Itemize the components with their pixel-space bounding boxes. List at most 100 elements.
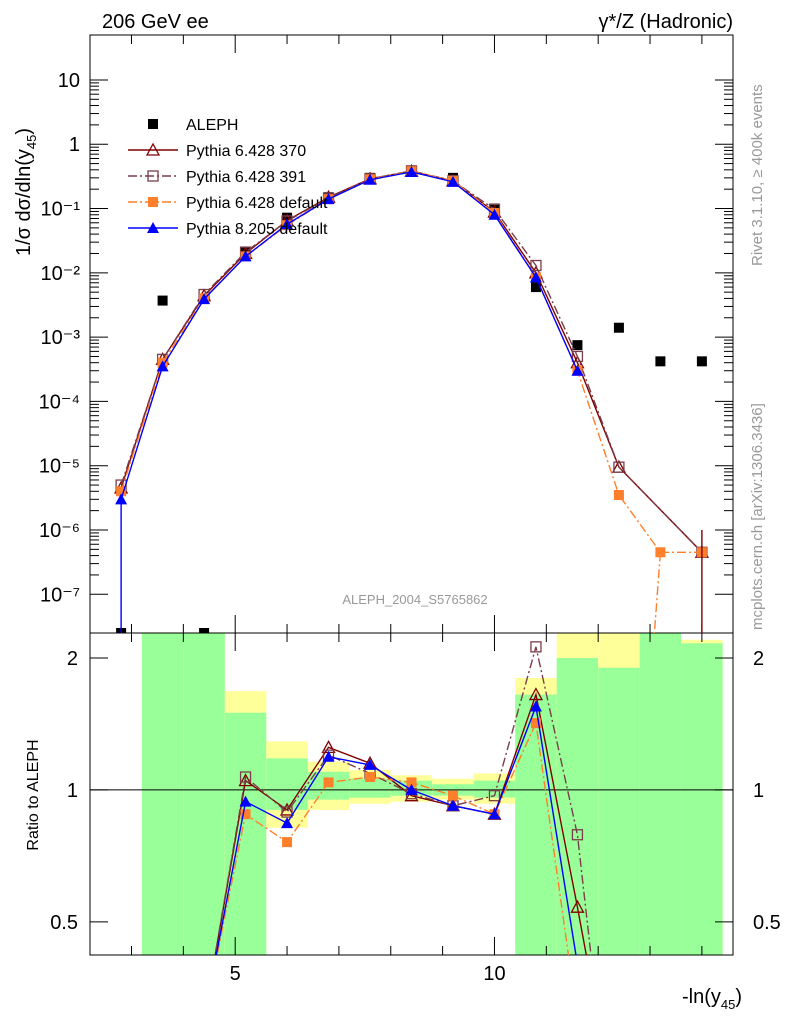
- main-point-0-11: [572, 340, 583, 351]
- ratio-ytick-label-0: 0.5: [50, 912, 78, 934]
- ratio-point-3-8: [529, 700, 542, 712]
- ratio-point-2-1: [240, 809, 251, 820]
- ratio-series-2: [216, 718, 570, 955]
- main-point-4-3: [239, 250, 252, 262]
- band-green-1: [183, 633, 225, 955]
- ratio-point-1-7: [488, 790, 501, 802]
- ratio-point-3-6: [446, 799, 459, 811]
- ratio-point-1-1: [239, 771, 252, 783]
- side-label-top: Rivet 3.1.10, ≥ 400k events: [749, 84, 766, 266]
- ratio-point-2-4: [365, 771, 376, 782]
- main-drop-lines: [120, 499, 703, 633]
- ratio-xtick-label-1: 10: [483, 963, 505, 985]
- ratio-point-0-9: [570, 899, 585, 913]
- main-point-0-13: [655, 356, 666, 367]
- ratio-point-3-2: [281, 817, 294, 829]
- ratio-frame: [89, 632, 734, 956]
- band-green-3: [266, 758, 308, 810]
- main-point-0-2: [199, 628, 210, 633]
- main-point-3-12: [613, 490, 624, 501]
- ratio-point-3-4: [364, 758, 377, 770]
- ratio-series-3: [215, 700, 577, 955]
- main-ytick-label-6: 10⁻¹: [41, 199, 81, 221]
- legend-marker-3: [148, 197, 158, 207]
- header-right: γ*/Z (Hadronic): [599, 11, 733, 33]
- main-ytick-label-8: 10: [58, 70, 80, 92]
- legend-marker-4: [147, 222, 159, 233]
- band-green-11: [598, 667, 640, 955]
- main-point-0-10: [530, 282, 541, 293]
- main-ytick-label-7: 1: [69, 134, 80, 156]
- legend-marker-0: [148, 119, 158, 129]
- band-green-0: [141, 633, 184, 955]
- ratio-point-2-6: [447, 790, 458, 801]
- ratio-series: [214, 641, 592, 955]
- ratio-bands: [141, 633, 723, 955]
- main-ytick-label-4: 10⁻³: [41, 327, 81, 349]
- ratio-point-3-5: [405, 783, 418, 795]
- main-point-0-4: [282, 212, 293, 223]
- main-ytick-label-5: 10⁻²: [41, 263, 81, 285]
- legend-label-2: Pythia 6.428 391: [186, 169, 306, 186]
- main-point-0-12: [613, 322, 624, 333]
- main-point-4-1: [156, 360, 169, 372]
- ratio-ytick-label-right-2: 2: [753, 648, 764, 670]
- main-point-4-0: [115, 493, 128, 505]
- main-ytick-label-2: 10⁻⁵: [39, 456, 80, 478]
- main-series-4: [115, 165, 584, 505]
- main-ytick-label-1: 10⁻⁶: [39, 520, 80, 542]
- main-drop-orange: [653, 552, 662, 633]
- main-point-4-7: [405, 165, 418, 177]
- main-point-4-5: [322, 193, 335, 205]
- legend-entry-0: ALEPH: [148, 117, 238, 134]
- ratio-ytick-label-right-0: 0.5: [753, 912, 781, 934]
- ratio-xlabel: -ln(y45): [682, 986, 742, 1012]
- ratio-point-1-9: [571, 829, 584, 841]
- ratio-ytick-label-1: 1: [67, 780, 78, 802]
- legend-entry-1: Pythia 6.428 370: [128, 142, 306, 160]
- band-green-5: [349, 778, 391, 798]
- ratio-point-3-3: [322, 750, 335, 762]
- legend-marker-2: [147, 170, 159, 182]
- ratio-line-0: [214, 691, 588, 955]
- legend-label-3: Pythia 6.428 default: [186, 195, 328, 212]
- band-green-2: [224, 712, 267, 955]
- main-point-2-10: [530, 259, 542, 272]
- main-point-4-10: [529, 271, 542, 283]
- main-point-2-11: [571, 350, 584, 363]
- legend-label-0: ALEPH: [186, 117, 238, 134]
- main-point-0-1: [157, 295, 168, 306]
- legend-entry-4: Pythia 8.205 default: [128, 221, 328, 238]
- ratio-point-3-1: [239, 795, 252, 807]
- band-green-9: [515, 694, 557, 955]
- main-point-2-12: [613, 461, 625, 473]
- ratio-point-1-8: [530, 641, 542, 653]
- legend-entry-2: Pythia 6.428 391: [128, 169, 306, 186]
- side-label-bottom: mcplots.cern.ch [arXiv:1306.3436]: [749, 403, 766, 630]
- ratio-xtick-label-0: 5: [230, 963, 241, 985]
- main-point-4-9: [488, 208, 501, 220]
- band-green-13: [681, 643, 723, 955]
- ratio-ytick-label-2: 2: [67, 648, 78, 670]
- ratio-point-2-3: [323, 777, 334, 788]
- main-line-2: [120, 170, 703, 553]
- main-ytick-label-3: 10⁻⁴: [39, 391, 80, 413]
- legend-entry-3: Pythia 6.428 default: [128, 195, 328, 212]
- band-green-12: [639, 633, 682, 955]
- ratio-point-2-2: [282, 837, 293, 848]
- ratio-point-3-7: [488, 808, 501, 820]
- watermark: ALEPH_2004_S5765862: [342, 592, 487, 607]
- main-axes: 10⁻⁷ 10⁻⁶ 10⁻⁵ 10⁻⁴ 10⁻³ 10⁻² 10⁻¹ 1 10: [39, 34, 734, 634]
- main-point-4-2: [198, 293, 211, 305]
- main-series: [114, 163, 709, 633]
- ratio-point-0-8: [528, 687, 544, 701]
- main-ylabel: 1/σ dσ/dln(y45): [13, 128, 39, 256]
- legend: ALEPH Pythia 6.428 370 Pythia 6.428 391 Pyt…: [128, 117, 328, 238]
- header-left: 206 GeV ee: [102, 11, 209, 33]
- legend-marker-1: [145, 142, 161, 156]
- ratio-point-2-5: [406, 777, 417, 788]
- legend-label-4: Pythia 8.205 default: [186, 221, 328, 238]
- main-point-4-8: [446, 175, 459, 187]
- main-point-4-11: [571, 364, 584, 376]
